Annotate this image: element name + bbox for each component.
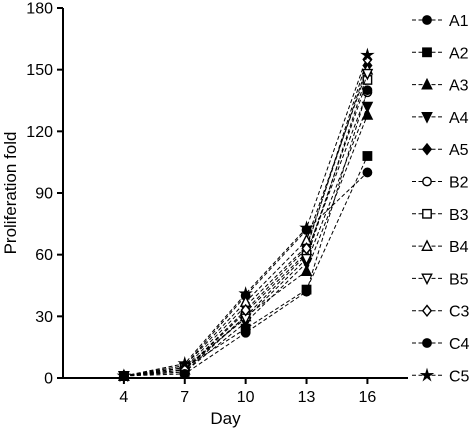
legend-item-B2: B2 — [412, 175, 469, 192]
legend-item-B4: B4 — [412, 239, 469, 256]
legend-label: A3 — [449, 78, 469, 95]
legend-marker — [421, 304, 433, 318]
data-point-C5 — [360, 47, 375, 62]
data-point-A1 — [362, 167, 373, 178]
legend-label: A2 — [449, 45, 469, 62]
legend-label: B3 — [449, 207, 469, 224]
data-point-C4 — [301, 286, 312, 297]
legend-marker — [421, 142, 433, 156]
legend-item-C5: C5 — [412, 367, 470, 385]
legend-label: C5 — [449, 368, 470, 385]
legend-label: B2 — [449, 175, 469, 192]
legend-marker — [422, 338, 432, 348]
data-point-A2 — [362, 151, 373, 161]
x-tick-label: 10 — [237, 389, 255, 406]
y-axis-title: Proliferation fold — [1, 132, 20, 255]
series-line-A2 — [123, 155, 368, 377]
x-tick-label: 16 — [359, 389, 377, 406]
x-tick-label: 7 — [180, 389, 189, 406]
legend-label: A1 — [449, 13, 469, 30]
data-point-A3 — [361, 108, 374, 120]
y-tick-label: 120 — [26, 124, 53, 141]
legend-item-A4: A4 — [412, 110, 469, 127]
legend-marker — [422, 47, 432, 58]
legend-item-B3: B3 — [412, 207, 469, 224]
legend-marker — [422, 208, 432, 219]
legend-item-C4: C4 — [412, 336, 470, 353]
data-point-C4 — [179, 368, 190, 379]
series-A4 — [118, 101, 374, 383]
x-tick-label: 4 — [119, 389, 128, 406]
legend-item-A1: A1 — [412, 13, 469, 30]
legend-item-A5: A5 — [412, 142, 469, 159]
y-tick-label: 0 — [44, 371, 53, 388]
legend-marker — [419, 367, 435, 382]
data-point-C4 — [362, 85, 373, 96]
legend-item-C3: C3 — [412, 304, 470, 321]
data-point-B5 — [361, 68, 374, 81]
data-point-C5 — [116, 368, 132, 383]
legend-label: A5 — [449, 142, 469, 159]
data-point-C5 — [299, 220, 314, 235]
y-tick-label: 150 — [26, 62, 53, 79]
legend-marker — [421, 273, 433, 286]
y-tick-label: 90 — [35, 186, 53, 203]
y-tick-label: 60 — [35, 247, 53, 264]
y-tick-label: 30 — [35, 309, 53, 326]
legend-item-B5: B5 — [412, 271, 469, 288]
legend-marker — [421, 239, 433, 252]
x-axis-title: Day — [210, 409, 241, 428]
legend-item-A3: A3 — [412, 78, 469, 95]
x-ticks: 4 7 10 13 16 — [119, 378, 376, 406]
data-point-C3 — [240, 303, 251, 317]
data-point-A3 — [300, 264, 313, 277]
data-point-C5 — [238, 286, 253, 300]
legend-label: B4 — [449, 239, 469, 256]
x-tick-label: 13 — [298, 389, 316, 406]
legend-marker — [422, 176, 432, 187]
data-point-C5 — [177, 356, 193, 370]
legend-marker — [422, 15, 432, 25]
series-line-C5 — [123, 55, 368, 377]
legend: A1 A2 A3 A4 A5 B2 B3 B4 B5 C3 C4 C5 — [412, 13, 470, 385]
series-group — [116, 47, 375, 383]
series-line-C4 — [123, 90, 368, 377]
series-C5 — [116, 47, 375, 383]
data-point-A4 — [361, 101, 374, 114]
legend-marker — [421, 111, 433, 124]
data-point-C3 — [301, 242, 312, 255]
series-A2 — [118, 151, 373, 381]
legend-item-A2: A2 — [412, 45, 469, 62]
y-ticks: 0 30 60 90 120 150 180 — [26, 1, 63, 388]
series-line-A1 — [123, 172, 368, 377]
legend-label: A4 — [449, 110, 469, 127]
legend-label: C4 — [449, 336, 470, 353]
series-C4 — [118, 85, 373, 381]
legend-marker — [421, 77, 433, 90]
legend-label: C3 — [449, 304, 470, 321]
y-tick-label: 180 — [26, 1, 53, 18]
data-point-C4 — [240, 327, 251, 338]
legend-label: B5 — [449, 271, 469, 288]
